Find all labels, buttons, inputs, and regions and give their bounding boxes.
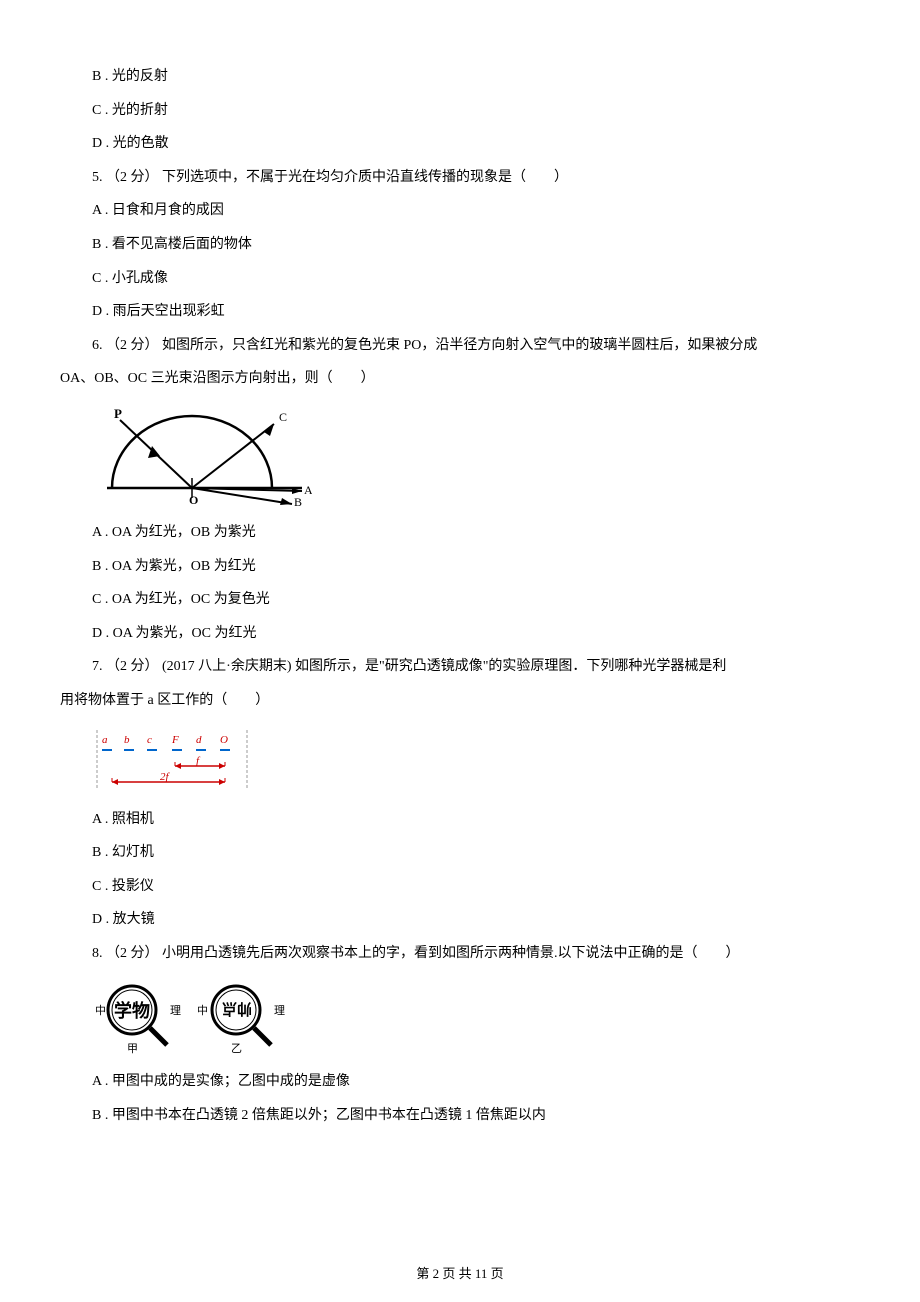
svg-text:2f: 2f bbox=[160, 771, 171, 783]
svg-text:C: C bbox=[279, 410, 287, 424]
svg-text:O: O bbox=[220, 734, 228, 746]
svg-text:a: a bbox=[102, 734, 108, 746]
q6-opt-d: D . OA 为紫光，OC 为红光 bbox=[60, 617, 860, 651]
svg-text:c: c bbox=[147, 734, 152, 746]
q7-opt-a: A . 照相机 bbox=[60, 803, 860, 837]
q5-opt-c: C . 小孔成像 bbox=[60, 262, 860, 296]
q6-opt-c: C . OA 为红光，OC 为复色光 bbox=[60, 583, 860, 617]
q7-stem-line2: 用将物体置于 a 区工作的（ ） bbox=[60, 684, 860, 718]
q7-figure: a b c F d O f 2f bbox=[92, 728, 860, 793]
q6-stem-line2: OA、OB、OC 三光束沿图示方向射出，则（ ） bbox=[60, 362, 860, 396]
prev-option-b: B . 光的反射 bbox=[60, 60, 860, 94]
svg-text:P: P bbox=[114, 406, 122, 421]
svg-text:乙: 乙 bbox=[231, 1042, 242, 1055]
svg-text:学物: 学物 bbox=[114, 1000, 150, 1021]
q7-stem-line1: 7. （2 分） (2017 八上·余庆期末) 如图所示，是"研究凸透镜成像"的… bbox=[60, 650, 860, 684]
prev-option-d: D . 光的色散 bbox=[60, 127, 860, 161]
q7-opt-b: B . 幻灯机 bbox=[60, 836, 860, 870]
svg-text:d: d bbox=[196, 734, 202, 746]
q6-figure: P O C A B bbox=[92, 406, 860, 506]
q7-opt-c: C . 投影仪 bbox=[60, 870, 860, 904]
q7-opt-d: D . 放大镜 bbox=[60, 903, 860, 937]
svg-text:A: A bbox=[304, 483, 312, 497]
q8-opt-a: A . 甲图中成的是实像；乙图中成的是虚像 bbox=[60, 1065, 860, 1099]
q6-opt-b: B . OA 为紫光，OB 为红光 bbox=[60, 550, 860, 584]
q5-opt-d: D . 雨后天空出现彩虹 bbox=[60, 295, 860, 329]
svg-text:帅点: 帅点 bbox=[221, 1000, 251, 1018]
svg-text:甲: 甲 bbox=[127, 1043, 138, 1055]
svg-text:O: O bbox=[189, 493, 198, 506]
q6-opt-a: A . OA 为红光，OB 为紫光 bbox=[60, 516, 860, 550]
page-footer: 第 2 页 共 11 页 bbox=[0, 1263, 920, 1282]
q5-opt-a: A . 日食和月食的成因 bbox=[60, 194, 860, 228]
svg-text:F: F bbox=[171, 734, 179, 746]
q8-opt-b: B . 甲图中书本在凸透镜 2 倍焦距以外；乙图中书本在凸透镜 1 倍焦距以内 bbox=[60, 1099, 860, 1133]
page-content: B . 光的反射 C . 光的折射 D . 光的色散 5. （2 分） 下列选项… bbox=[60, 60, 860, 1133]
svg-text:B: B bbox=[294, 495, 302, 506]
svg-text:中: 中 bbox=[197, 1004, 208, 1017]
svg-text:f: f bbox=[196, 755, 201, 767]
prev-option-c: C . 光的折射 bbox=[60, 94, 860, 128]
q6-stem-line1: 6. （2 分） 如图所示，只含红光和紫光的复色光束 PO，沿半径方向射入空气中… bbox=[60, 329, 860, 363]
q5-opt-b: B . 看不见高楼后面的物体 bbox=[60, 228, 860, 262]
svg-text:b: b bbox=[124, 734, 130, 746]
svg-text:中: 中 bbox=[95, 1004, 106, 1017]
q5-stem: 5. （2 分） 下列选项中，不属于光在均匀介质中沿直线传播的现象是（ ） bbox=[60, 161, 860, 195]
q8-figure: 中 学物 理 甲 中 帅点 理 乙 bbox=[92, 980, 860, 1055]
q8-stem: 8. （2 分） 小明用凸透镜先后两次观察书本上的字，看到如图所示两种情景.以下… bbox=[60, 937, 860, 971]
svg-text:理: 理 bbox=[274, 1004, 285, 1017]
svg-text:理: 理 bbox=[170, 1004, 181, 1017]
